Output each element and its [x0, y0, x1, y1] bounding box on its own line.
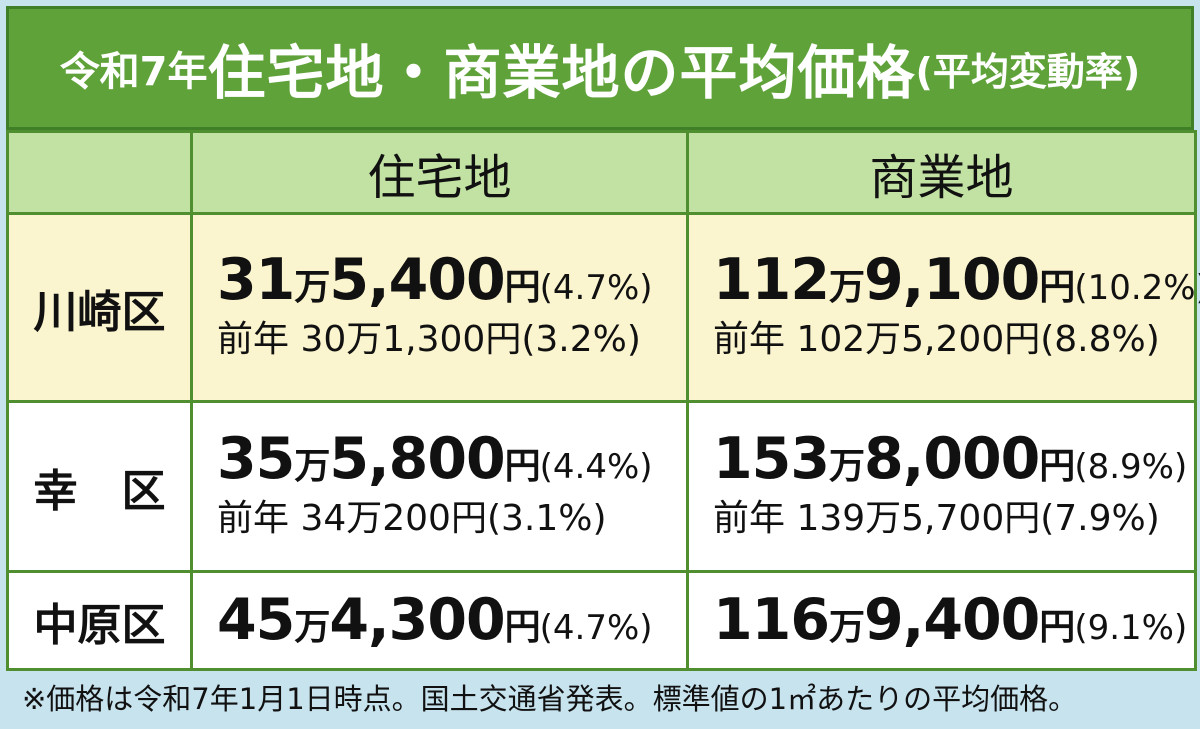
- table-row: 川崎区 31万5,400円(4.7%) 前年 30万1,300円(3.2%) 1…: [6, 212, 1200, 403]
- unit-man: 万: [294, 266, 330, 308]
- current-price: 35万5,800円(4.4%): [217, 425, 686, 493]
- current-price: 153万8,000円(8.9%): [713, 425, 1194, 493]
- price-table-graphic: 令和7年 住宅地・商業地の平均価格 (平均変動率) 住宅地 商業地 川崎区 31…: [6, 6, 1200, 723]
- unit-man: 万: [828, 606, 865, 648]
- current-price: 112万9,100円(10.2%): [713, 246, 1200, 314]
- unit-yen: 円: [504, 445, 541, 487]
- title-suffix: (平均変動率): [915, 49, 1141, 94]
- current-price: 31万5,400円(4.7%): [217, 246, 686, 314]
- title-prefix: 令和7年: [59, 49, 208, 95]
- header-residential: 住宅地: [190, 130, 689, 215]
- commercial-price-cell: 116万9,400円(9.1%): [686, 570, 1197, 671]
- unit-man: 万: [294, 606, 330, 648]
- change-rate: (4.7%): [539, 267, 653, 308]
- table-row: 中原区 45万4,300円(4.7%) 116万9,400円(9.1%): [6, 570, 1197, 671]
- previous-year-price: 前年 102万5,200円(8.8%): [713, 319, 1160, 361]
- district-label: 中原区: [6, 570, 193, 671]
- commercial-price-cell: 153万8,000円(8.9%) 前年 139万5,700円(7.9%): [686, 400, 1197, 573]
- price-rest: 9,400: [864, 586, 1040, 653]
- current-price: 116万9,400円(9.1%): [713, 586, 1194, 654]
- header-commercial: 商業地: [686, 130, 1197, 215]
- header-blank-cell: [6, 130, 193, 215]
- district-label: 幸 区: [6, 400, 193, 573]
- price-rest: 5,800: [329, 425, 505, 492]
- previous-year-price: 前年 139万5,700円(7.9%): [713, 498, 1160, 540]
- residential-price-cell: 35万5,800円(4.4%) 前年 34万200円(3.1%): [190, 400, 689, 573]
- footnote: ※価格は令和7年1月1日時点。国土交通省発表。標準値の1㎡あたりの平均価格。: [22, 682, 1078, 716]
- change-rate: (9.1%): [1074, 607, 1188, 648]
- unit-yen: 円: [1039, 606, 1075, 648]
- previous-year-price: 前年 34万200円(3.1%): [217, 498, 607, 540]
- previous-year-price: 前年 30万1,300円(3.2%): [217, 319, 641, 361]
- change-rate: (4.7%): [539, 607, 653, 648]
- table-header-row: 住宅地 商業地: [6, 130, 1197, 215]
- unit-man: 万: [828, 266, 865, 308]
- table-row: 幸 区 35万5,800円(4.4%) 前年 34万200円(3.1%) 153…: [6, 400, 1197, 573]
- unit-man: 万: [294, 445, 330, 487]
- price-rest: 9,100: [864, 246, 1040, 313]
- district-label: 川崎区: [6, 212, 193, 403]
- price-man: 112: [713, 246, 830, 313]
- price-man: 116: [713, 586, 830, 653]
- price-rest: 4,300: [329, 586, 505, 653]
- price-man: 45: [217, 586, 295, 653]
- commercial-price-cell: 112万9,100円(10.2%) 前年 102万5,200円(8.8%): [686, 212, 1200, 403]
- change-rate: (8.9%): [1074, 446, 1188, 487]
- price-table: 住宅地 商業地 川崎区 31万5,400円(4.7%) 前年 30万1,300円…: [6, 130, 1200, 671]
- unit-yen: 円: [1039, 445, 1075, 487]
- title-bar: 令和7年 住宅地・商業地の平均価格 (平均変動率): [6, 6, 1194, 130]
- residential-price-cell: 45万4,300円(4.7%): [190, 570, 689, 671]
- unit-yen: 円: [504, 606, 541, 648]
- price-man: 31: [217, 246, 295, 313]
- change-rate: (10.2%): [1074, 267, 1200, 308]
- change-rate: (4.4%): [539, 446, 653, 487]
- unit-man: 万: [828, 445, 865, 487]
- price-man: 153: [713, 425, 830, 492]
- price-rest: 8,000: [864, 425, 1040, 492]
- unit-yen: 円: [1039, 266, 1075, 308]
- current-price: 45万4,300円(4.7%): [217, 586, 686, 654]
- unit-yen: 円: [504, 266, 541, 308]
- price-man: 35: [217, 425, 295, 492]
- price-rest: 5,400: [329, 246, 505, 313]
- residential-price-cell: 31万5,400円(4.7%) 前年 30万1,300円(3.2%): [190, 212, 689, 403]
- title-main: 住宅地・商業地の平均価格: [207, 39, 916, 107]
